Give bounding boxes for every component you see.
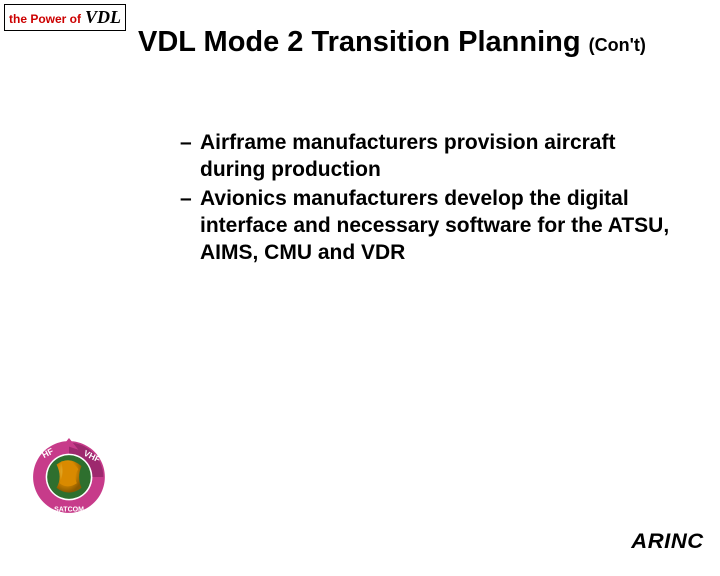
list-item: – Airframe manufacturers provision aircr… xyxy=(180,130,676,184)
bullet-dash: – xyxy=(180,130,200,184)
bullet-text: Avionics manufacturers develop the digit… xyxy=(200,186,676,267)
satcom-badge: HF VHF SATCOM xyxy=(30,438,108,516)
badge-label-satcom: SATCOM xyxy=(54,506,84,513)
bullet-text: Airframe manufacturers provision aircraf… xyxy=(200,130,676,184)
header-logo: the Power of VDL xyxy=(4,4,126,31)
bullet-list: – Airframe manufacturers provision aircr… xyxy=(180,130,676,268)
bullet-dash: – xyxy=(180,186,200,267)
logo-tagline: the Power of xyxy=(9,12,81,26)
slide-title: VDL Mode 2 Transition Planning (Con't) xyxy=(138,26,646,59)
footer-company-logo: ARINC xyxy=(631,530,703,554)
list-item: – Avionics manufacturers develop the dig… xyxy=(180,186,676,267)
title-suffix: (Con't) xyxy=(589,35,646,55)
satcom-badge-icon: HF VHF SATCOM xyxy=(30,438,108,516)
logo-brand: VDL xyxy=(85,7,121,28)
title-main: VDL Mode 2 Transition Planning xyxy=(138,26,581,58)
